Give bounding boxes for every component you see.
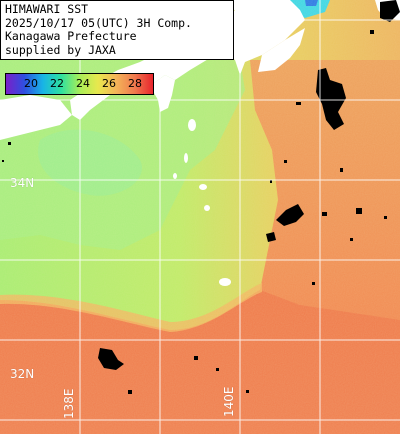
land-izu bbox=[150, 75, 175, 112]
source-line: supplied by JAXA bbox=[5, 42, 116, 57]
island-miyake bbox=[204, 205, 210, 211]
island-oshima bbox=[188, 119, 196, 131]
island-hachijo bbox=[219, 278, 231, 286]
colorbar-tick: 22 bbox=[50, 77, 64, 90]
datetime-line: 2025/10/17 05(UTC) 3H Comp. bbox=[5, 15, 192, 30]
info-box: HIMAWARI SST 2025/10/17 05(UTC) 3H Comp.… bbox=[0, 0, 234, 60]
lon-label-138e: 138E bbox=[62, 388, 76, 420]
island-niijima bbox=[184, 153, 188, 163]
colorbar-tick: 24 bbox=[76, 77, 90, 90]
colorbar-tick: 20 bbox=[24, 77, 38, 90]
title-line: HIMAWARI SST bbox=[5, 2, 89, 16]
island-small bbox=[173, 173, 177, 179]
lat-label-32n: 32N bbox=[10, 367, 35, 381]
colorbar-tick: 26 bbox=[102, 77, 116, 90]
region-line: Kanagawa Prefecture bbox=[5, 29, 137, 43]
colorbar: 20 22 24 26 28 bbox=[5, 73, 154, 95]
land-west bbox=[0, 95, 72, 140]
lon-label-140e: 140E bbox=[222, 386, 236, 418]
missing-data bbox=[2, 0, 400, 394]
colorbar-tick: 28 bbox=[128, 77, 142, 90]
lat-label-34n: 34N bbox=[10, 176, 35, 190]
land-boso bbox=[258, 28, 305, 72]
island-kozu bbox=[199, 184, 207, 190]
